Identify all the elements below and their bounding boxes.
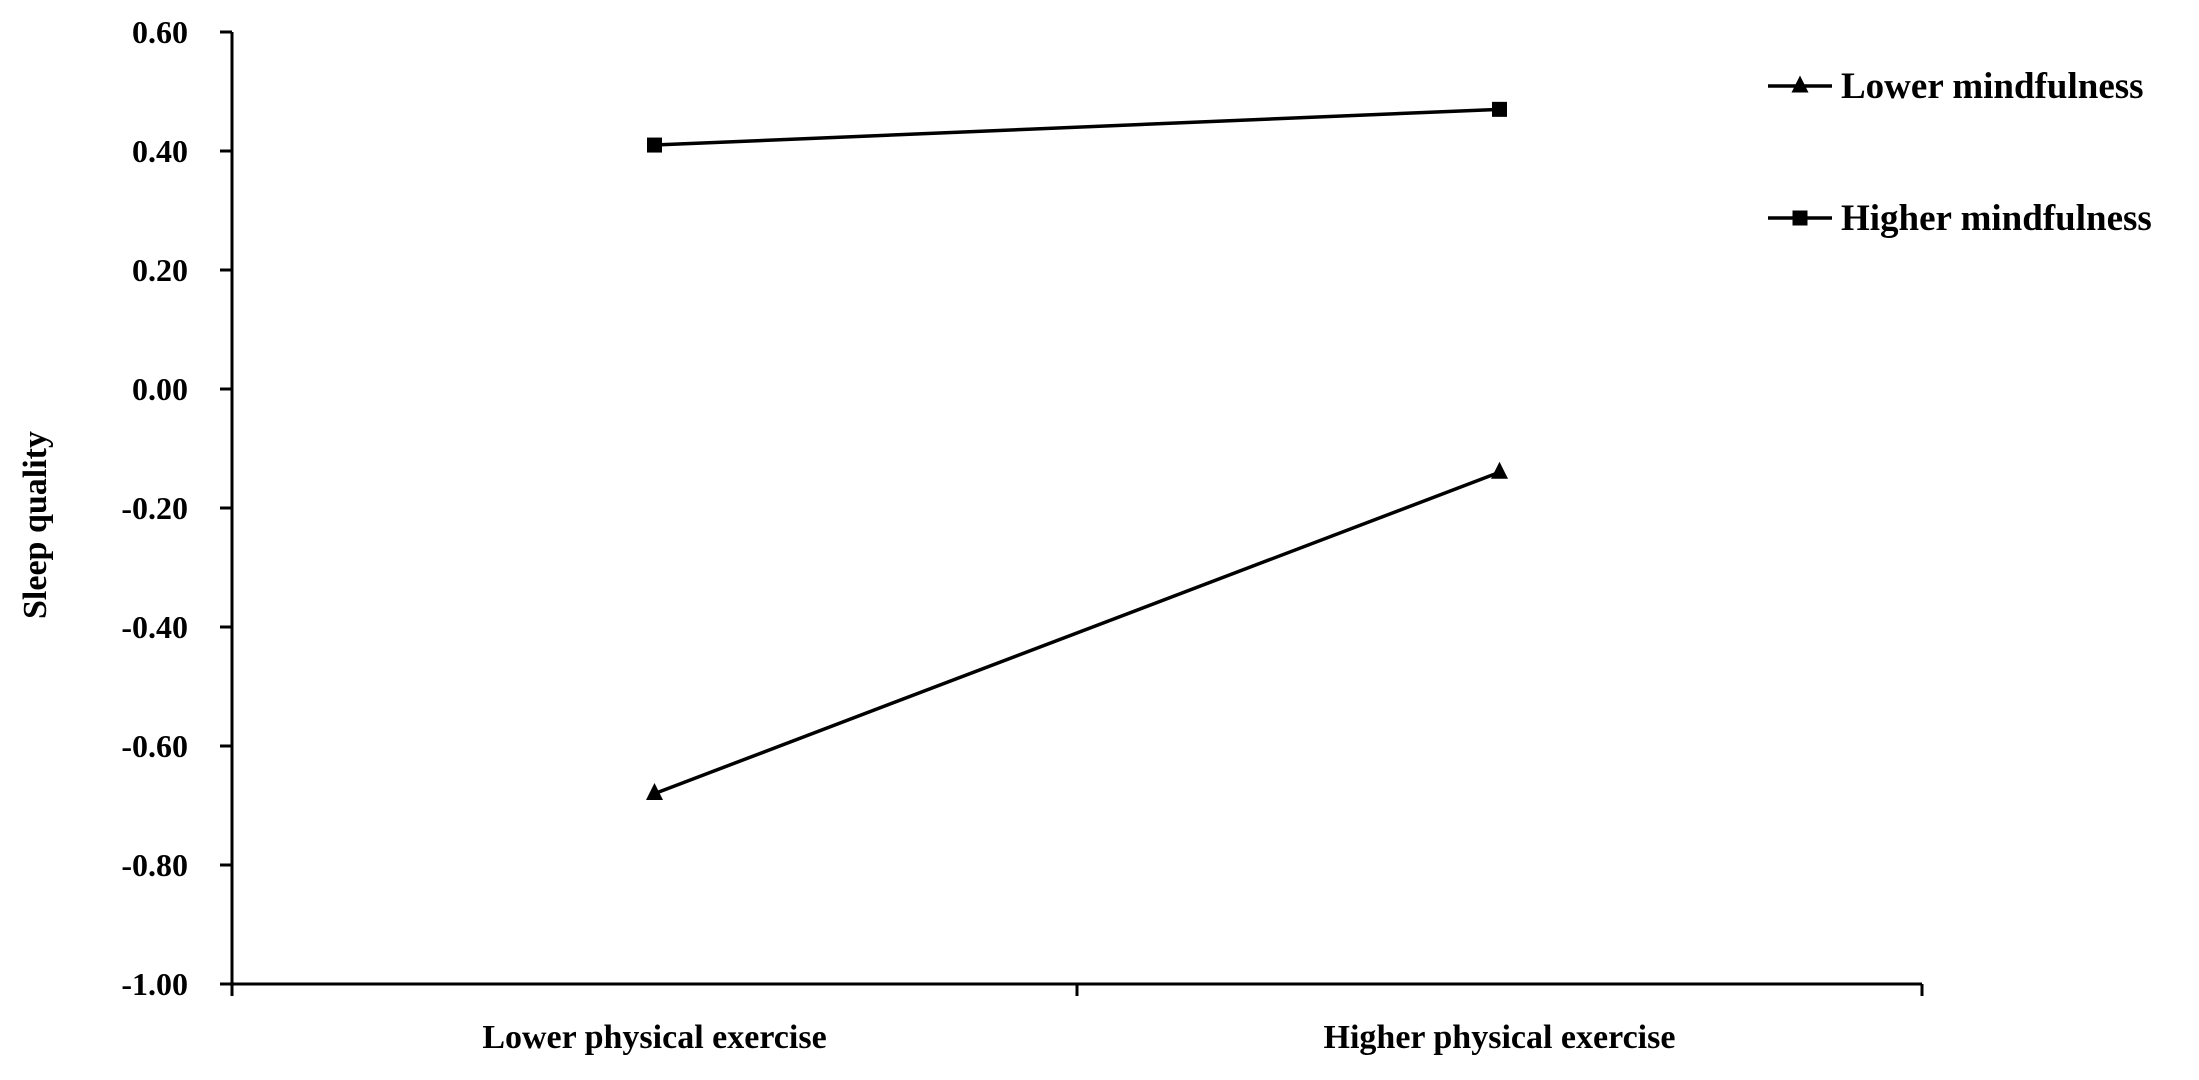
data-point-higher-mindfulness	[647, 137, 662, 153]
y-tick-label: 0.60	[132, 14, 188, 50]
legend-label-higher-mindfulness: Higher mindfulness	[1841, 198, 2152, 239]
y-tick-label: 0.20	[132, 252, 188, 288]
y-ticks: 0.60 0.40 0.20 0.00 -0.20 -0.40 -0.60 -0.80 -1.0…	[121, 14, 232, 1002]
legend-marker-higher-mindfulness	[1792, 210, 1808, 226]
y-tick-label: 0.40	[132, 133, 188, 169]
x-category-label: Lower physical exercise	[482, 1019, 826, 1056]
y-tick-label: -0.80	[121, 847, 188, 883]
y-axis-title: Sleep quality	[17, 431, 54, 619]
x-category-label: Higher physical exercise	[1324, 1019, 1676, 1056]
data-point-lower-mindfulness	[1491, 461, 1508, 479]
legend-marker-lower-mindfulness	[1791, 75, 1809, 93]
y-tick-label: -0.20	[121, 490, 188, 526]
legend-label-lower-mindfulness: Lower mindfulness	[1841, 66, 2144, 107]
legend: Lower mindfulness Higher mindfulness	[1768, 66, 2152, 239]
series-line-lower-mindfulness	[653, 470, 1501, 796]
data-point-lower-mindfulness	[646, 783, 663, 801]
y-tick-label: -0.40	[121, 609, 188, 645]
y-tick-label: 0.00	[132, 371, 188, 407]
x-ticks: Lower physical exercise Higher physical e…	[230, 984, 1924, 1056]
series-group	[646, 101, 1508, 801]
y-tick-label: -1.00	[121, 966, 188, 1002]
data-point-higher-mindfulness	[1492, 101, 1507, 117]
y-tick-label: -0.60	[121, 728, 188, 764]
series-line-higher-mindfulness	[654, 107, 1500, 147]
